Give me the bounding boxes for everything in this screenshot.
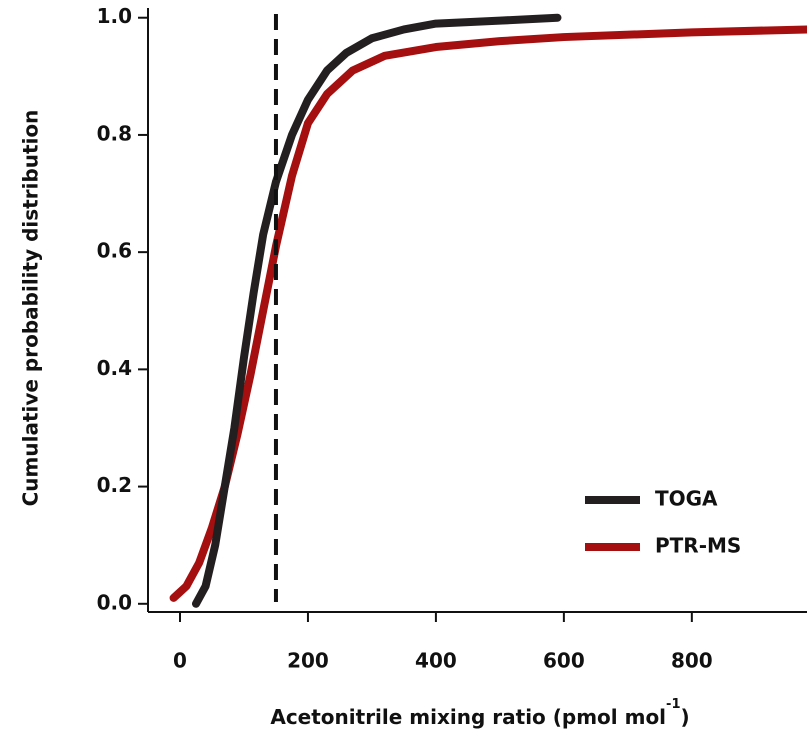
x-tick-label: 400 [415, 649, 457, 673]
y-tick-label: 0.4 [97, 356, 132, 380]
y-tick-label: 0.6 [97, 239, 132, 263]
cdf-line [191, 13, 562, 608]
y-tick-label: 0.8 [97, 121, 132, 145]
x-tick-label: 200 [287, 649, 329, 673]
y-tick-label: 0.0 [97, 590, 132, 614]
legend-label: PTR-MS [655, 534, 741, 558]
x-tick-label: 800 [671, 649, 713, 673]
x-tick-label: 0 [173, 649, 187, 673]
legend-label: TOGA [655, 487, 718, 511]
y-tick-label: 0.2 [97, 473, 132, 497]
y-tick-label: 1.0 [97, 4, 132, 28]
cdf-line [169, 25, 807, 602]
plot-area [169, 13, 807, 608]
x-axis-label: Acetonitrile mixing ratio (pmol mol-1) [270, 697, 689, 729]
y-axis-label: Cumulative probability distribution [19, 110, 43, 507]
x-tick-label: 600 [543, 649, 585, 673]
